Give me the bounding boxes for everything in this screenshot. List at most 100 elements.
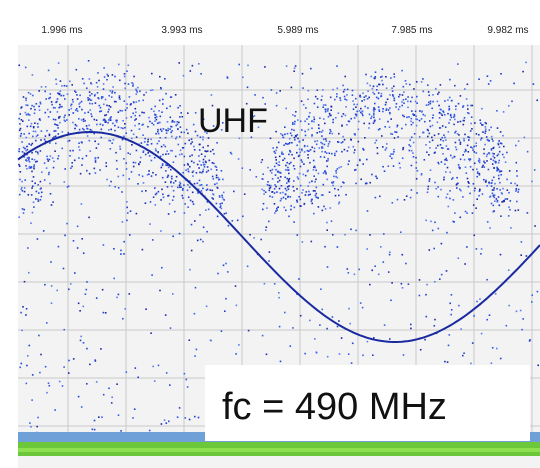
noise-dot — [371, 115, 373, 118]
noise-dot — [370, 75, 373, 78]
noise-dot — [429, 125, 432, 128]
noise-dot — [202, 170, 204, 173]
noise-dot — [369, 181, 371, 184]
noise-dot — [122, 317, 124, 320]
noise-dot — [128, 96, 131, 98]
noise-dot — [422, 90, 425, 93]
noise-dot — [119, 79, 121, 82]
noise-dot — [383, 170, 386, 172]
noise-dot — [29, 93, 32, 95]
noise-dot — [483, 160, 485, 163]
noise-dot — [108, 184, 111, 187]
noise-dot — [133, 408, 136, 410]
noise-dot — [181, 153, 183, 155]
noise-dot — [322, 89, 324, 91]
noise-dot — [188, 139, 190, 142]
noise-dot — [151, 122, 153, 124]
noise-dot — [447, 131, 450, 133]
noise-dot — [171, 150, 173, 152]
noise-dot — [171, 177, 173, 180]
noise-dot — [216, 186, 219, 189]
noise-dot — [516, 170, 518, 172]
noise-dot — [366, 248, 368, 250]
noise-dot — [81, 164, 83, 166]
noise-dot — [326, 178, 328, 181]
noise-dot — [453, 221, 455, 223]
noise-dot — [373, 337, 375, 339]
noise-dot — [165, 132, 168, 134]
noise-dot — [491, 347, 494, 349]
noise-dot — [348, 307, 350, 310]
noise-dot — [148, 170, 150, 172]
noise-dot — [82, 305, 85, 308]
noise-dot — [507, 269, 510, 271]
noise-dot — [30, 222, 32, 224]
noise-dot — [221, 194, 223, 197]
noise-dot — [282, 191, 284, 194]
noise-dot — [37, 184, 39, 186]
noise-dot — [27, 194, 30, 196]
noise-dot — [293, 70, 295, 72]
noise-dot — [38, 118, 41, 121]
noise-dot — [496, 200, 499, 203]
noise-dot — [444, 100, 446, 102]
noise-dot — [47, 173, 50, 176]
noise-dot — [344, 75, 346, 78]
noise-dot — [376, 152, 379, 155]
noise-dot — [169, 128, 171, 130]
noise-dot — [145, 190, 147, 192]
noise-dot — [338, 320, 340, 322]
noise-dot — [247, 64, 249, 67]
noise-dot — [166, 107, 168, 110]
noise-dot — [334, 152, 336, 155]
noise-dot — [148, 429, 151, 432]
noise-dot — [149, 120, 151, 123]
noise-dot — [129, 153, 131, 155]
noise-dot — [499, 131, 502, 133]
noise-dot — [444, 126, 447, 128]
noise-dot — [170, 180, 172, 183]
noise-dot — [121, 191, 123, 193]
noise-dot — [445, 139, 447, 141]
noise-dot — [501, 201, 503, 203]
noise-dot — [450, 116, 453, 119]
noise-dot — [52, 118, 55, 121]
noise-dot — [307, 157, 309, 159]
noise-dot — [474, 187, 476, 190]
noise-dot — [288, 215, 290, 218]
noise-dot — [459, 158, 462, 161]
noise-dot — [310, 67, 312, 70]
noise-dot — [26, 160, 28, 162]
noise-dot — [386, 98, 389, 100]
noise-dot — [381, 68, 384, 71]
noise-dot — [321, 95, 323, 98]
noise-dot — [291, 128, 293, 131]
noise-dot — [426, 191, 429, 194]
noise-dot — [31, 374, 34, 376]
noise-dot — [401, 104, 403, 107]
noise-dot — [299, 165, 302, 168]
noise-dot — [442, 111, 445, 114]
noise-dot — [81, 78, 84, 80]
noise-dot — [393, 151, 395, 153]
noise-dot — [206, 132, 208, 134]
noise-dot — [448, 105, 450, 108]
tick-label: 1.996 ms — [41, 25, 82, 36]
noise-dot — [91, 102, 94, 105]
noise-dot — [150, 89, 152, 92]
noise-dot — [357, 128, 360, 131]
noise-dot — [109, 90, 112, 92]
noise-dot — [182, 171, 184, 174]
noise-dot — [376, 89, 378, 91]
noise-dot — [500, 215, 502, 217]
noise-dot — [434, 221, 436, 224]
noise-dot — [217, 176, 219, 179]
noise-dot — [459, 120, 462, 123]
noise-dot — [182, 147, 185, 149]
noise-dot — [35, 139, 37, 142]
noise-dot — [440, 161, 443, 163]
noise-dot — [129, 234, 131, 236]
noise-dot — [452, 177, 454, 179]
noise-dot — [59, 106, 62, 108]
noise-dot — [367, 90, 369, 92]
